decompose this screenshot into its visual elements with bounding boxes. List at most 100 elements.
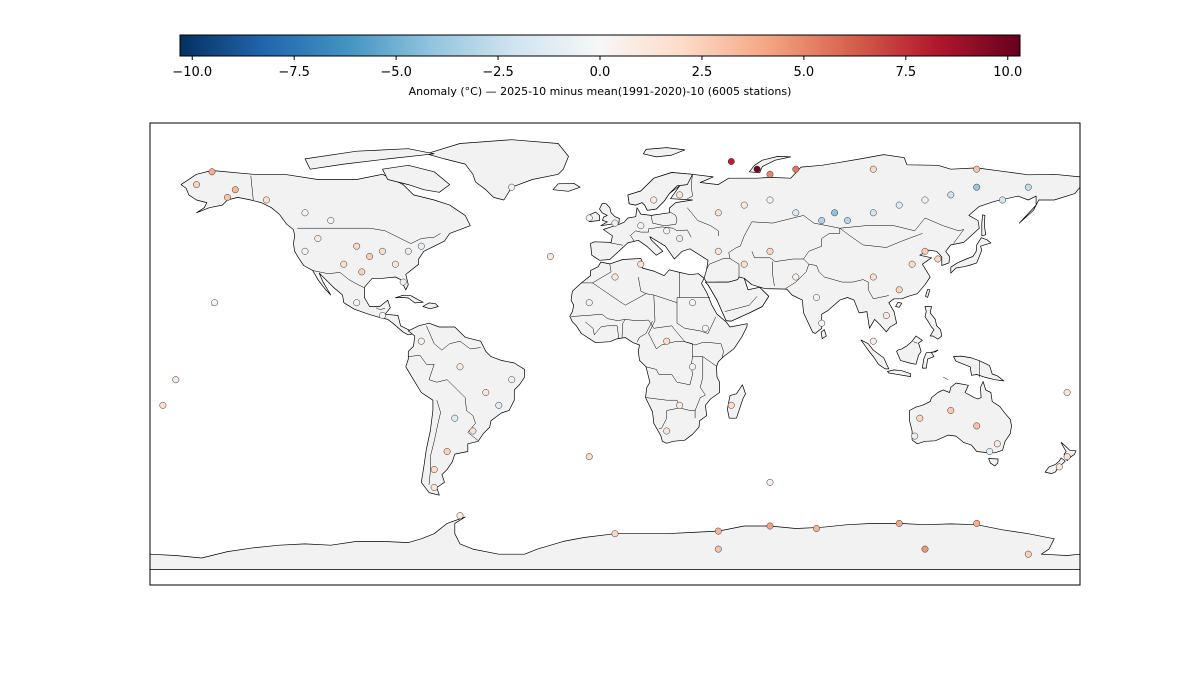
country-border [375, 307, 386, 310]
station-point [727, 158, 735, 165]
station-point [882, 312, 890, 319]
station-point [611, 530, 619, 538]
station-point [358, 268, 366, 276]
landmass-japan [950, 237, 992, 274]
country-border [913, 341, 918, 344]
station-point [869, 337, 877, 345]
station-point [973, 183, 981, 191]
country-border [648, 294, 685, 350]
station-point [456, 512, 464, 520]
country-border [839, 227, 923, 248]
station-point [340, 260, 348, 268]
landmass-new-guinea [953, 355, 1005, 382]
station-point [508, 183, 516, 191]
station-point [508, 376, 516, 384]
landmass-sakhalin [981, 214, 987, 237]
landmass-baffin [382, 164, 451, 193]
colorbar: −10.0 −7.5 −5.0 −2.5 0.0 2.5 5.0 7.5 10.0 Anomal… [172, 34, 1022, 98]
landmass-philippines [924, 306, 943, 340]
country-border [803, 258, 889, 300]
station-point [495, 401, 503, 409]
station-point [301, 209, 309, 217]
landmass-antarctica [150, 516, 1080, 570]
station-point [417, 242, 425, 250]
station-point [353, 299, 361, 307]
station-point [366, 253, 374, 260]
station-point [895, 519, 903, 527]
country-border [687, 174, 693, 199]
station-point [430, 484, 438, 491]
station-point [869, 165, 877, 173]
station-point [766, 522, 774, 530]
station-point [379, 247, 386, 255]
station-point [1055, 463, 1063, 471]
station-point [193, 181, 200, 189]
landmass-australia [909, 381, 1012, 454]
station-point [443, 448, 451, 455]
station-point [934, 255, 942, 263]
country-border [715, 279, 738, 283]
landmass-java [887, 369, 912, 377]
country-border [724, 296, 758, 312]
station-point [451, 414, 459, 422]
landmass-north-america [180, 170, 471, 336]
station-point [844, 217, 851, 224]
station-point [973, 519, 981, 527]
country-border [942, 376, 949, 380]
station-point [546, 253, 554, 260]
landmass-taiwan [925, 288, 931, 298]
landmass-borneo [896, 335, 923, 365]
station-point [676, 191, 684, 199]
landmass-cuba [395, 294, 424, 304]
landmass-south-america [405, 322, 525, 496]
country-border [736, 215, 841, 262]
colorbar-tick-label: 7.5 [895, 65, 916, 80]
landmass-tasmania [988, 458, 999, 467]
station-point [404, 247, 412, 255]
station-markers [159, 158, 1071, 558]
station-point [637, 222, 645, 230]
map-panel [149, 122, 1081, 586]
station-point [231, 186, 239, 194]
landmass-iceland [552, 182, 581, 192]
station-point [1024, 183, 1032, 191]
country-border [630, 226, 692, 242]
station-point [921, 247, 929, 255]
station-point [417, 337, 425, 345]
landmass-africa [569, 258, 748, 444]
station-point [353, 242, 361, 250]
country-border [692, 356, 717, 367]
station-point [916, 414, 924, 422]
station-point [676, 235, 684, 242]
station-point [689, 299, 696, 307]
landmass-arctic-islands [304, 148, 435, 170]
station-point [676, 401, 684, 409]
station-point [379, 312, 386, 319]
country-border [785, 264, 810, 289]
station-point [391, 260, 399, 268]
station-point [766, 170, 774, 178]
landmass-hainan [895, 302, 903, 308]
station-point [813, 294, 820, 301]
colorbar-ticks: −10.0 −7.5 −5.0 −2.5 0.0 2.5 5.0 7.5 10.0 [172, 56, 1022, 80]
station-point [663, 227, 671, 235]
station-point [663, 337, 671, 345]
station-point [973, 422, 981, 430]
station-point [813, 525, 820, 532]
country-border [408, 355, 435, 365]
country-border [638, 276, 647, 294]
country-border [839, 217, 965, 244]
station-point [482, 389, 490, 396]
station-point [766, 478, 774, 486]
station-point [727, 401, 735, 409]
station-point [714, 545, 722, 553]
station-point [701, 324, 709, 332]
station-point [456, 363, 464, 371]
country-border [581, 264, 612, 284]
station-point [211, 299, 219, 307]
country-border [676, 302, 717, 334]
station-point [792, 273, 800, 281]
country-border [428, 364, 479, 441]
country-border [312, 270, 365, 288]
station-point [908, 260, 916, 268]
